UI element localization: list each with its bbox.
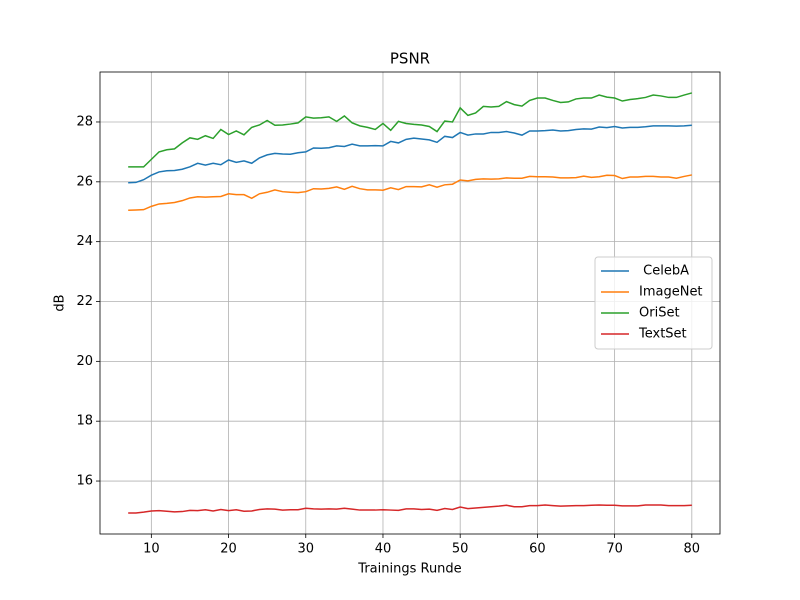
legend: CelebA ImageNet OriSet TextSet [594,256,713,350]
y-tick-label: 22 [76,294,93,309]
legend-label: ImageNet [639,285,703,300]
x-tick-label: 50 [452,542,469,557]
x-tick-label: 80 [684,542,701,557]
x-tick-label: 70 [606,542,623,557]
line-series [128,504,692,514]
x-axis-label: Trainings Runde [357,562,461,577]
x-tick-label: 40 [375,542,392,557]
x-tick-label: 20 [220,542,237,557]
y-axis-label: dB [53,294,68,311]
y-tick-label: 20 [76,354,93,369]
x-tick-label: 60 [529,542,546,557]
y-tick-label: 26 [76,174,93,189]
x-tick-label: 30 [297,542,314,557]
x-tick-label: 10 [143,542,160,557]
chart-title: PSNR [390,50,430,68]
y-tick-label: 28 [76,114,93,129]
plot-frame [99,71,721,535]
line-series [128,174,692,211]
legend-label: OriSet [639,306,680,321]
legend-box [594,256,713,350]
line-series [128,92,693,168]
legend-label: TextSet [638,327,687,342]
y-tick-label: 16 [76,474,93,489]
line-series [128,124,692,184]
y-tick-label: 24 [76,234,93,249]
legend-label: CelebA [639,264,689,279]
y-tick-label: 18 [76,414,93,429]
